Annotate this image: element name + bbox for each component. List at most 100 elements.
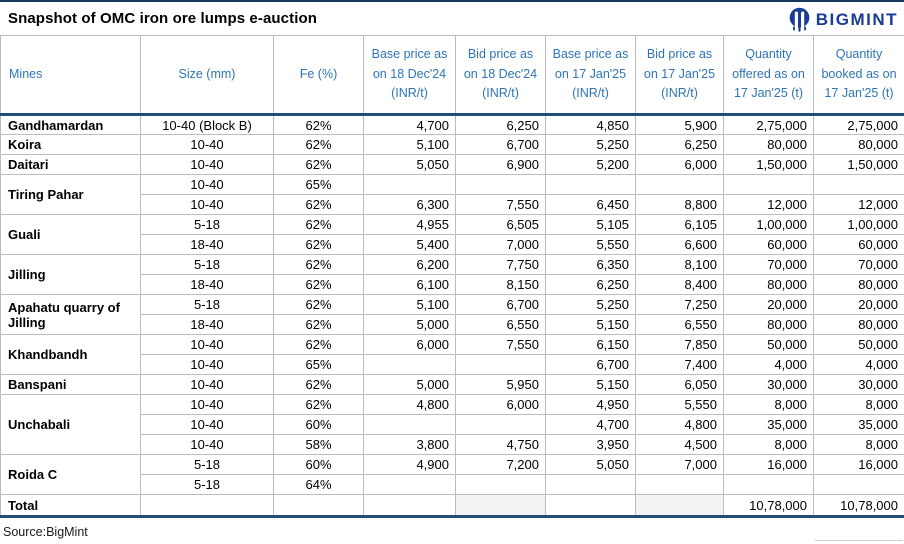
cell-size: 5-18 [140,474,274,495]
cell-fe: 65% [273,354,364,375]
bigmint-owl-icon [788,7,811,33]
cell-base_jan: 4,950 [545,394,636,415]
cell-qty_off [723,474,814,495]
col-header-mines: Mines [0,35,141,116]
cell-size: 18-40 [140,234,274,255]
table-row: 10-40 58% 3,800 4,750 3,950 4,500 8,000 8,000 [1,434,904,455]
mine-name: Banspani [0,374,141,395]
cell-base_jan: 4,700 [545,414,636,435]
cell-base_jan: 6,350 [545,254,636,275]
cell-fe: 64% [273,474,364,495]
cell-fe: 62% [273,254,364,275]
total-fe-cell [273,494,364,518]
cell-size: 18-40 [140,314,274,335]
source-note: Source:BigMint [3,525,88,539]
table-row: Banspani 10-40 62% 5,000 5,950 5,150 6,050 30,0… [0,374,904,395]
cell-qty_book: 1,00,000 [813,214,904,235]
cell-bid_jan: 6,250 [635,134,724,155]
cell-base_dec: 5,100 [363,294,456,315]
cell-qty_off: 80,000 [723,314,814,335]
table-row: Gandhamardan 10-40 (Block B) 62% 4,700 6,250… [0,114,904,135]
table-body: Gandhamardan 10-40 (Block B) 62% 4,700 6,250… [0,114,904,495]
cell-bid_dec: 6,700 [455,294,546,315]
cell-base_dec: 5,400 [363,234,456,255]
table-row: Daitari 10-40 62% 5,050 6,900 5,200 6,000 1,50,… [0,154,904,175]
cell-size: 10-40 [140,414,274,435]
mine-name: Khandbandh [0,334,141,375]
cell-size: 10-40 [140,194,274,215]
cell-base_jan: 6,450 [545,194,636,215]
cell-bid_dec: 8,150 [455,274,546,295]
cell-fe: 60% [273,454,364,475]
cell-size: 5-18 [140,254,274,275]
cell-base_dec [363,474,456,495]
auction-table: Mines Size (mm) Fe (%) Base price as on … [0,35,904,518]
mine-name: Jilling [0,254,141,295]
cell-qty_book: 70,000 [813,254,904,275]
title-bar: Snapshot of OMC iron ore lumps e-auction… [0,0,904,34]
cell-base_dec: 4,700 [363,114,456,135]
cell-fe: 62% [273,274,364,295]
cell-qty_book: 80,000 [813,134,904,155]
page-title: Snapshot of OMC iron ore lumps e-auction [8,9,318,27]
mine-name: Roida C [0,454,141,495]
cell-size: 10-40 [140,374,274,395]
table-row: Roida C 5-18 60% 4,900 7,200 5,050 7,000 16,000… [0,454,904,495]
cell-base_jan: 3,950 [545,434,636,455]
mine-name: Unchabali [0,394,141,455]
cell-base_jan: 6,150 [545,334,636,355]
table-row: 10-40 62% 6,300 7,550 6,450 8,800 12,000 12,000 [1,194,904,215]
cell-bid_dec: 4,750 [455,434,546,455]
col-header-bid-jan: Bid price as on 17 Jan'25 (INR/t) [635,35,724,116]
cell-bid_dec: 6,000 [455,394,546,415]
cell-bid_dec: 6,550 [455,314,546,335]
table-row: 18-40 62% 5,000 6,550 5,150 6,550 80,000 80,000 [1,314,904,335]
cell-qty_off: 8,000 [723,394,814,415]
cell-qty_off: 80,000 [723,134,814,155]
total-bid-jan-cell [635,494,724,518]
cell-size: 10-40 [140,174,274,195]
cell-bid_jan: 4,500 [635,434,724,455]
cell-size: 10-40 [140,154,274,175]
total-base-dec-cell [363,494,456,518]
cell-qty_book: 80,000 [813,314,904,335]
cell-base_dec [363,174,456,195]
mine-name: Apahatu quarry of Jilling [0,294,141,335]
cell-fe: 62% [273,154,364,175]
cell-base_jan: 6,250 [545,274,636,295]
table-row: Unchabali 10-40 62% 4,800 6,000 4,950 5,550 8,0… [0,394,904,455]
cell-bid_dec: 6,700 [455,134,546,155]
total-base-jan-cell [545,494,636,518]
cell-qty_book: 16,000 [813,454,904,475]
cell-base_dec: 3,800 [363,434,456,455]
col-header-base-dec: Base price as on 18 Dec'24 (INR/t) [363,35,456,116]
col-header-base-jan: Base price as on 17 Jan'25 (INR/t) [545,35,636,116]
cell-bid_dec: 7,550 [455,334,546,355]
cell-base_dec: 5,100 [363,134,456,155]
cell-qty_off: 2,75,000 [723,114,814,135]
cell-qty_book: 20,000 [813,294,904,315]
cell-bid_dec [455,174,546,195]
cell-qty_off: 4,000 [723,354,814,375]
cell-qty_off: 30,000 [723,374,814,395]
cell-size: 10-40 [140,334,274,355]
total-qty-offered: 10,78,000 [723,494,814,518]
cell-bid_jan: 6,000 [635,154,724,175]
cell-base_dec [363,414,456,435]
cell-qty_off: 1,50,000 [723,154,814,175]
cell-size: 5-18 [140,454,274,475]
cell-base_dec: 6,300 [363,194,456,215]
cell-qty_book [813,474,904,495]
total-row: Total 10,78,000 10,78,000 [0,494,904,518]
mine-name: Guali [0,214,141,255]
cell-bid_jan: 8,800 [635,194,724,215]
cell-bid_jan: 7,250 [635,294,724,315]
cell-qty_book [813,174,904,195]
cell-size: 10-40 [140,354,274,375]
cell-bid_jan: 4,800 [635,414,724,435]
cell-base_jan: 5,550 [545,234,636,255]
cell-bid_jan: 6,600 [635,234,724,255]
cell-bid_dec: 6,505 [455,214,546,235]
table-row: 18-40 62% 6,100 8,150 6,250 8,400 80,000 80,000 [1,274,904,295]
